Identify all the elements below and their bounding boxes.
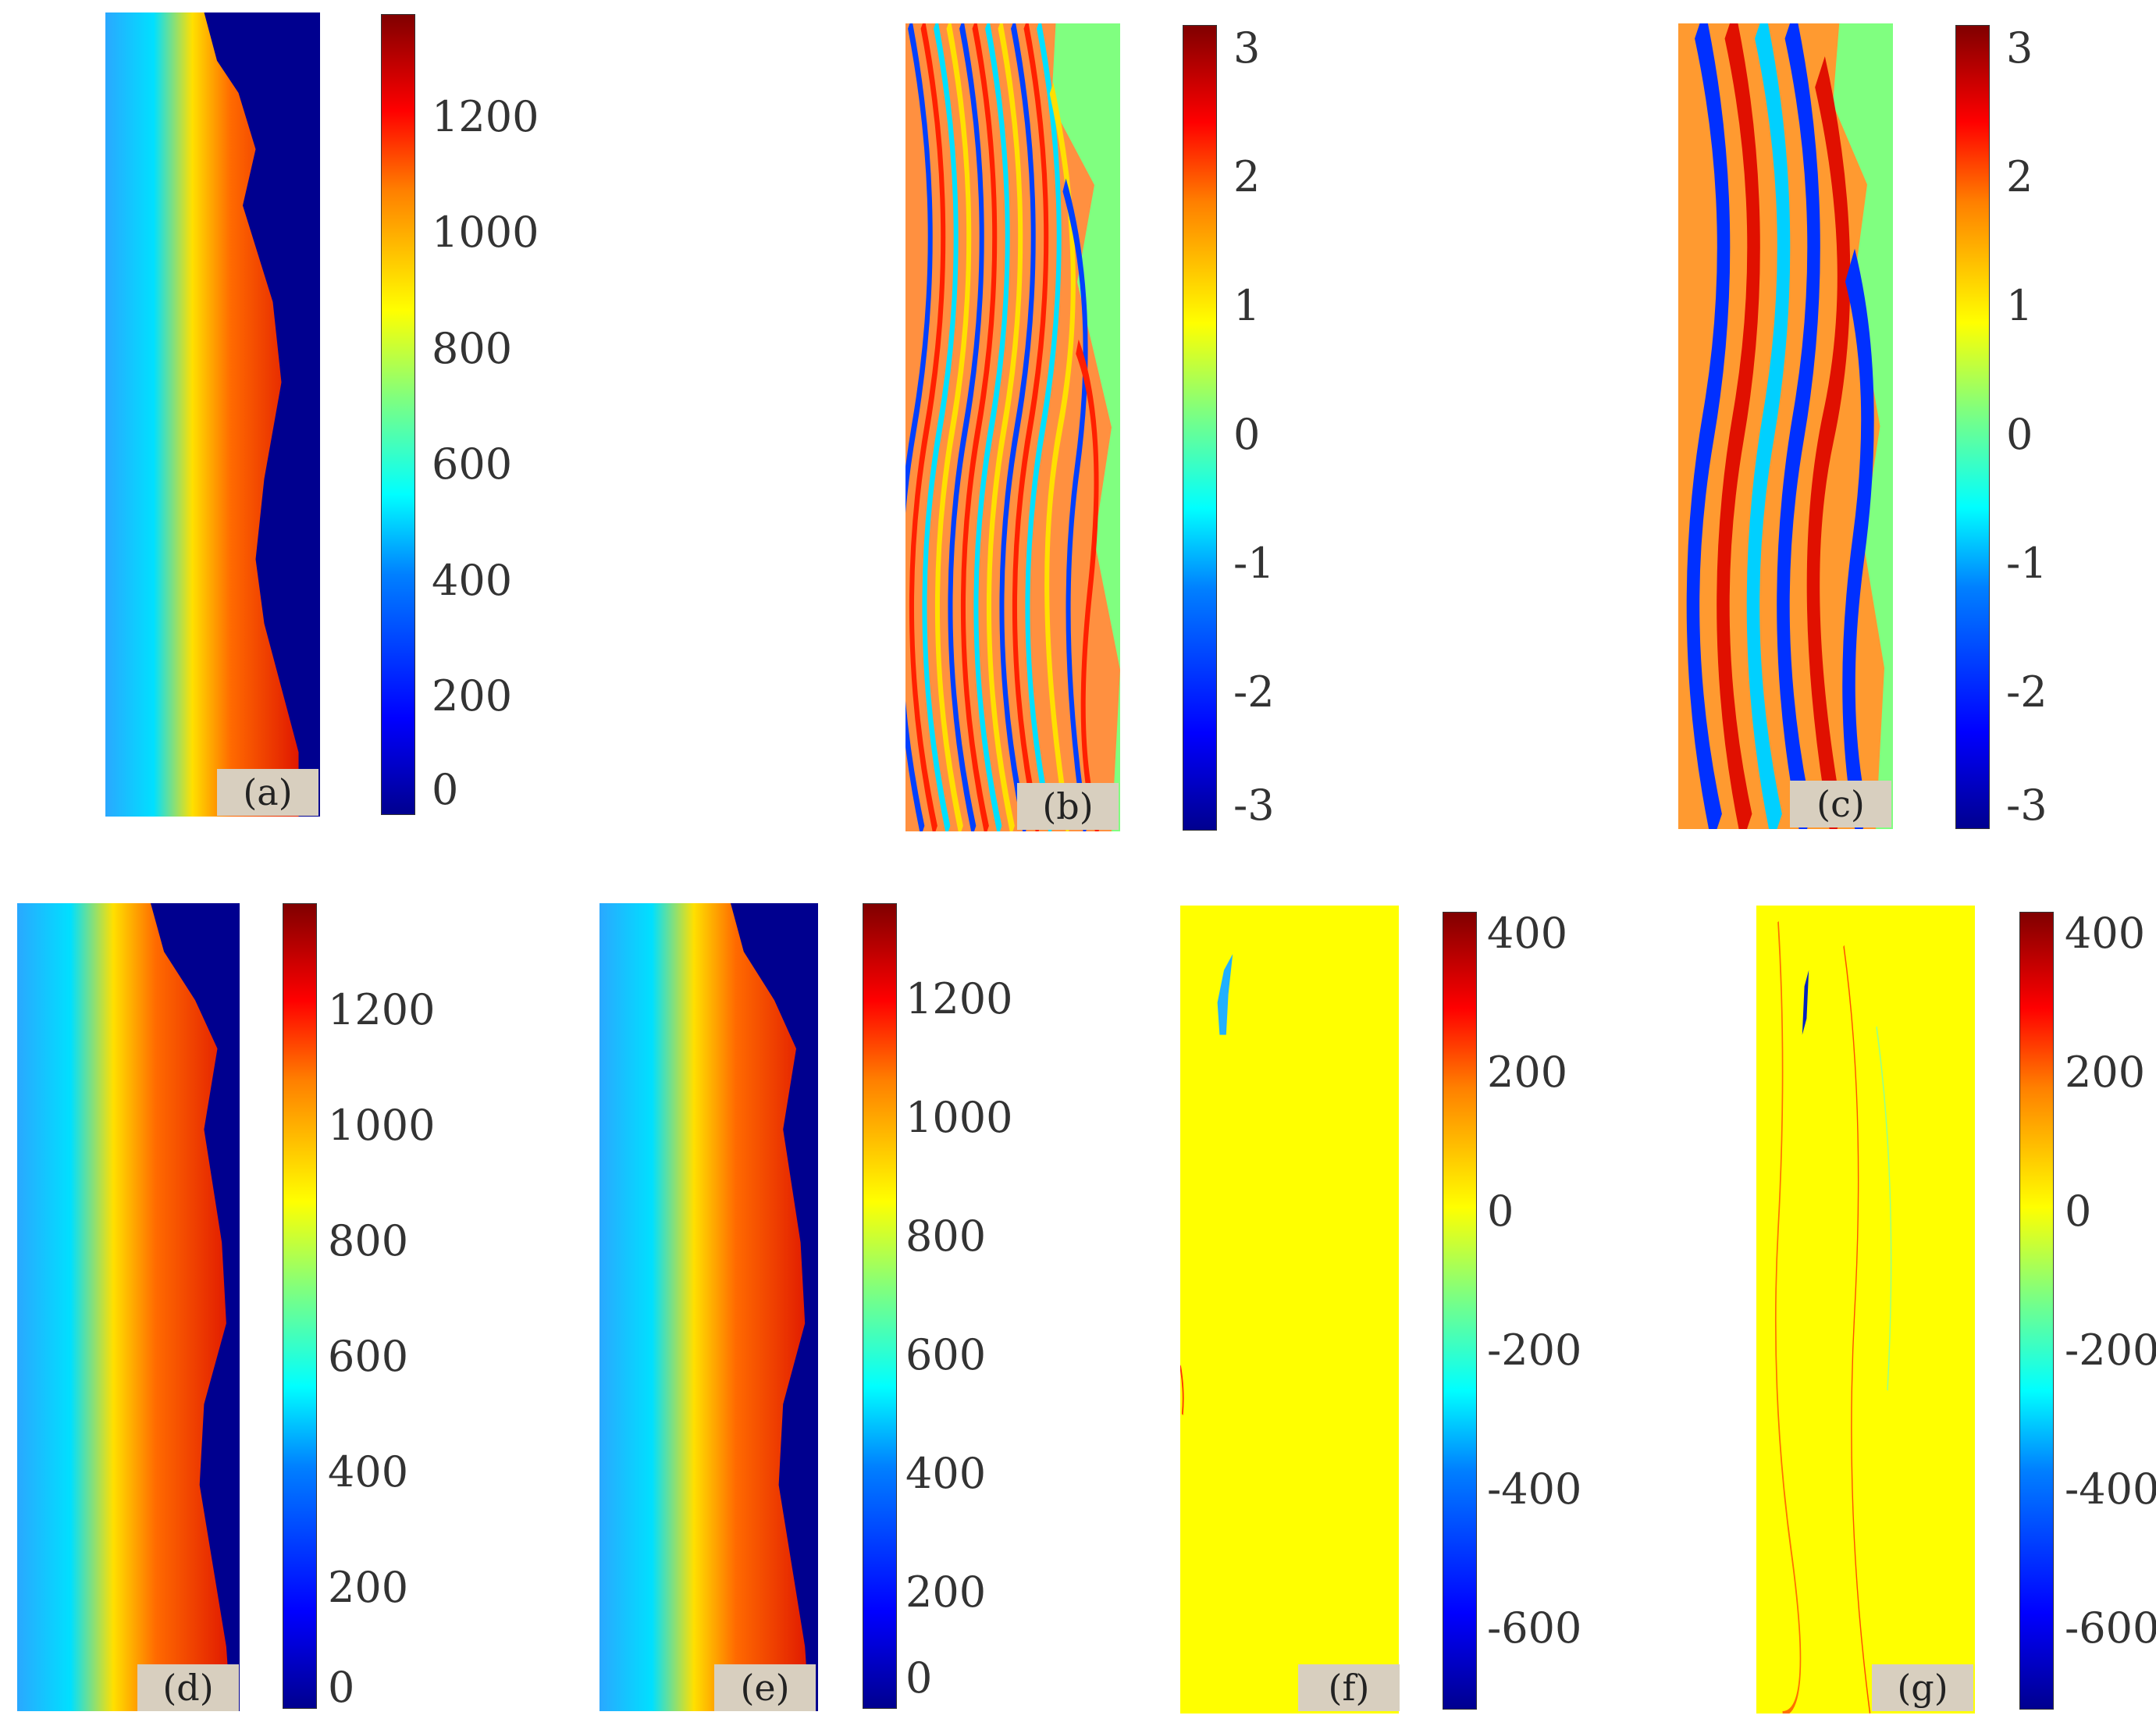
panel-d-tick: 1200 <box>328 985 436 1034</box>
panel-c-tick: 1 <box>2006 281 2033 330</box>
panel-f-tick: -600 <box>1487 1603 1582 1653</box>
panel-g-tick: -400 <box>2065 1464 2156 1514</box>
panel-f-tick: 0 <box>1487 1187 1514 1236</box>
panel-g-image <box>1756 906 1975 1714</box>
panel-b-tick: 2 <box>1233 152 1261 201</box>
panel-a-tick: 800 <box>432 324 513 373</box>
panel-b-tick: 3 <box>1233 23 1261 73</box>
panel-c-label: (c) <box>1790 781 1891 827</box>
panel-c-image <box>1678 23 1893 829</box>
panel-f-tick: -400 <box>1487 1464 1582 1514</box>
panel-b-tick: -3 <box>1233 781 1275 830</box>
panel-e-tick: 0 <box>905 1653 933 1703</box>
panel-a-tick: 0 <box>432 765 459 814</box>
panel-e-colorbar <box>863 903 897 1709</box>
panel-a-colorbar <box>381 14 415 815</box>
panel-d-tick: 200 <box>328 1563 409 1612</box>
panel-g-colorbar <box>2019 912 2054 1710</box>
panel-d-image <box>17 903 240 1711</box>
panel-c-tick: -2 <box>2006 667 2047 717</box>
panel-b-label: (b) <box>1017 783 1119 830</box>
panel-d-label: (d) <box>137 1664 239 1711</box>
panel-g-tick: 200 <box>2065 1048 2146 1097</box>
panel-c-tick: -3 <box>2006 781 2047 830</box>
panel-c-colorbar <box>1955 25 1990 829</box>
panel-g-tick: 400 <box>2065 909 2146 958</box>
panel-f-label: (f) <box>1298 1664 1400 1711</box>
panel-d-tick: 600 <box>328 1332 409 1381</box>
panel-d-colorbar <box>283 903 317 1709</box>
panel-a-image <box>105 12 320 817</box>
panel-d-tick: 800 <box>328 1216 409 1265</box>
panel-c-tick: 0 <box>2006 410 2033 459</box>
panel-a-tick: 1000 <box>432 208 539 257</box>
panel-f-tick: -200 <box>1487 1326 1582 1375</box>
panel-b-tick: -1 <box>1233 539 1275 588</box>
panel-e-tick: 800 <box>905 1212 987 1261</box>
panel-a-tick: 200 <box>432 671 513 721</box>
panel-d-tick: 1000 <box>328 1101 436 1150</box>
panel-g-tick: -600 <box>2065 1603 2156 1653</box>
panel-f-tick: 400 <box>1487 909 1568 958</box>
panel-d-tick: 0 <box>328 1663 355 1712</box>
panel-f-tick: 200 <box>1487 1048 1568 1097</box>
panel-c-tick: 3 <box>2006 23 2033 73</box>
panel-e-label: (e) <box>714 1664 816 1711</box>
panel-f-colorbar <box>1443 912 1477 1710</box>
panel-e-image <box>599 903 818 1711</box>
panel-e-tick: 1000 <box>905 1093 1013 1142</box>
panel-g-tick: 0 <box>2065 1187 2092 1236</box>
panel-e-tick: 400 <box>905 1449 987 1498</box>
panel-b-tick: 0 <box>1233 410 1261 459</box>
panel-a-tick: 1200 <box>432 92 539 141</box>
panel-g-tick: -200 <box>2065 1326 2156 1375</box>
panel-e-tick: 200 <box>905 1568 987 1617</box>
panel-b-image <box>905 23 1120 831</box>
panel-d-tick: 400 <box>328 1447 409 1496</box>
panel-b-tick: -2 <box>1233 667 1275 717</box>
panel-a-label: (a) <box>217 769 318 816</box>
panel-e-tick: 600 <box>905 1330 987 1379</box>
panel-g-label: (g) <box>1872 1664 1973 1711</box>
panel-c-tick: 2 <box>2006 152 2033 201</box>
panel-a-tick: 400 <box>432 556 513 605</box>
panel-f-image <box>1180 906 1399 1714</box>
panel-b-colorbar <box>1183 25 1217 831</box>
panel-e-tick: 1200 <box>905 974 1013 1023</box>
panel-a-tick: 600 <box>432 440 513 489</box>
panel-b-tick: 1 <box>1233 281 1261 330</box>
panel-c-tick: -1 <box>2006 539 2047 588</box>
